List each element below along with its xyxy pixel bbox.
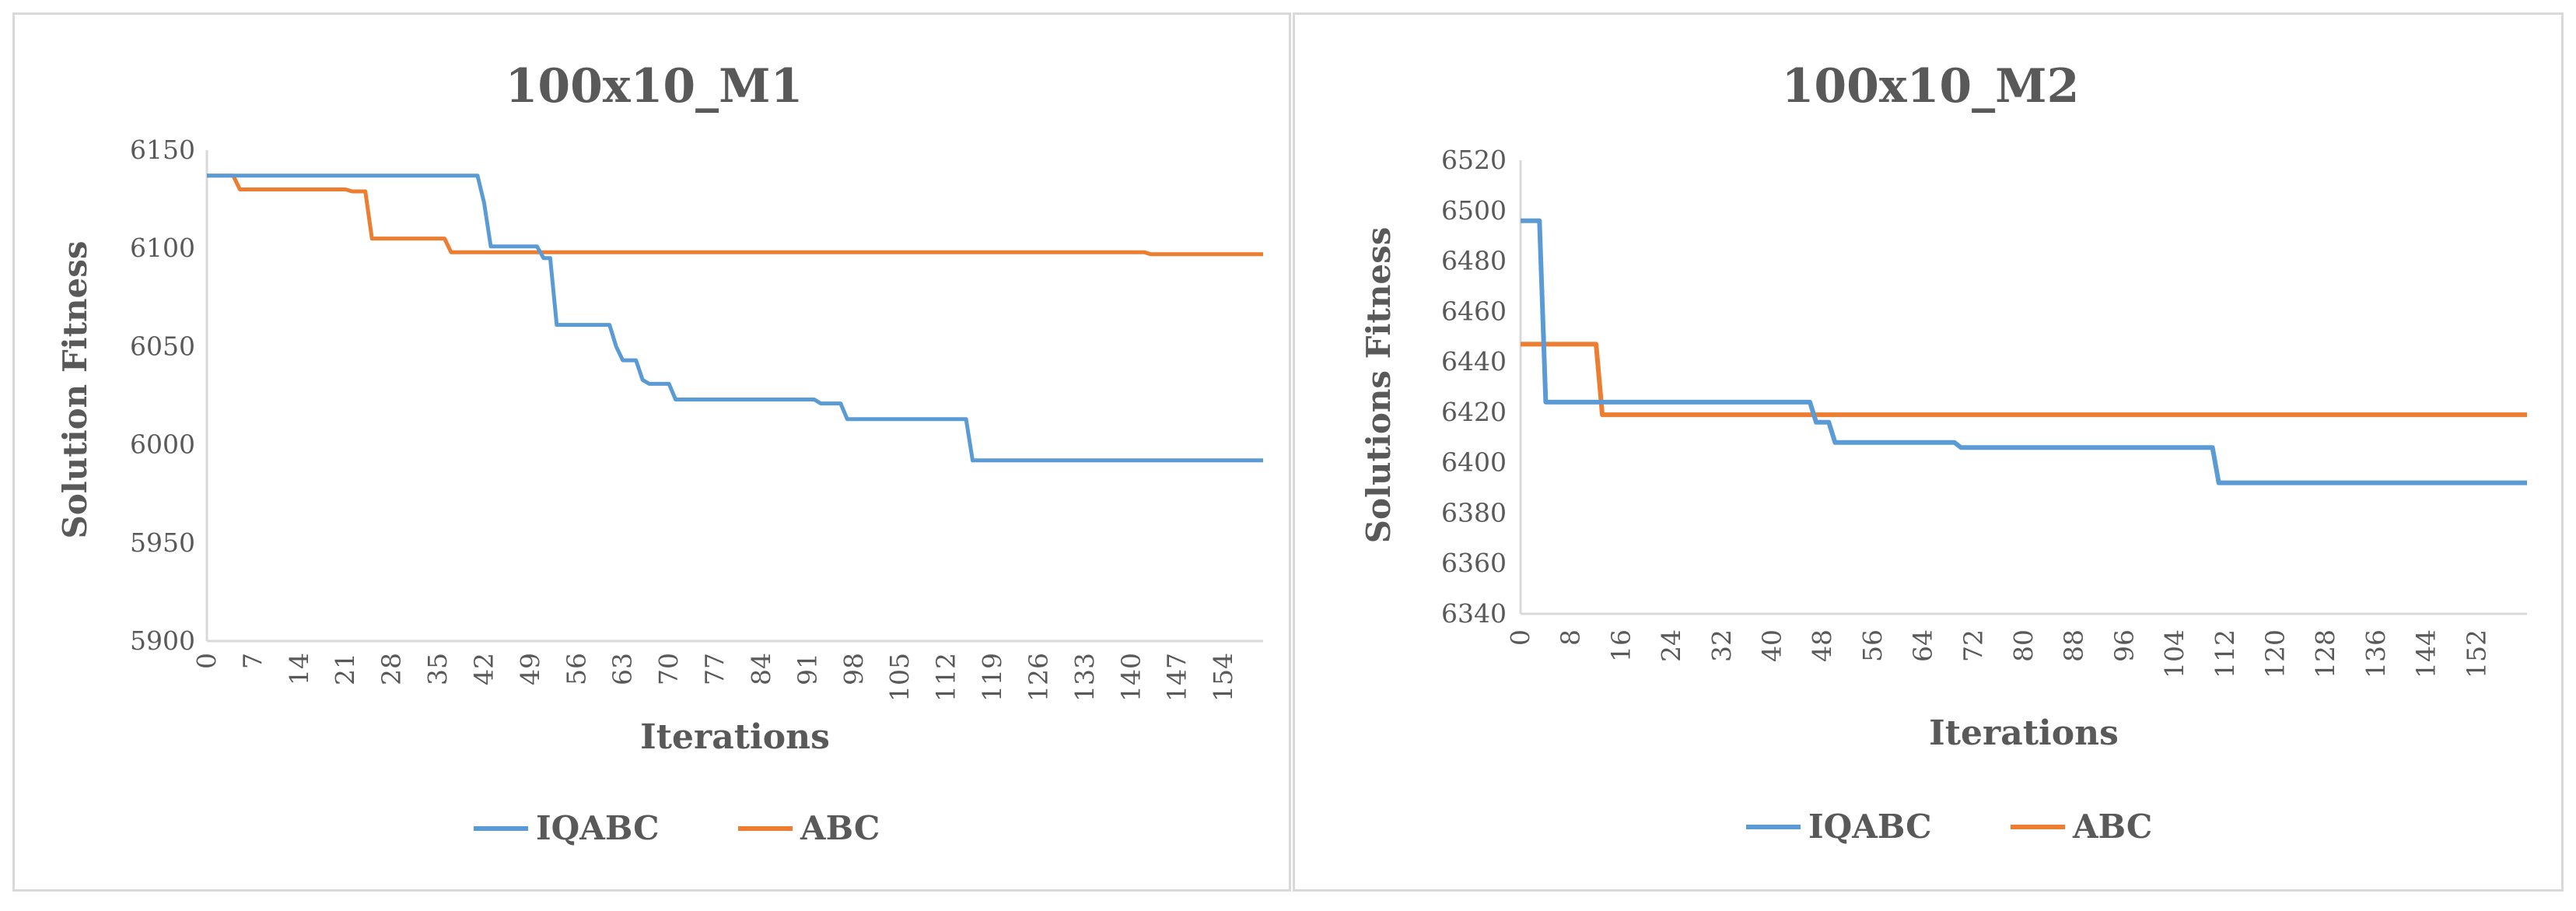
- x-tick-label: 120: [2260, 629, 2291, 678]
- y-tick-label: 6480: [1441, 246, 1507, 276]
- y-tick-label: 5950: [130, 527, 195, 558]
- x-tick-label: 80: [2008, 629, 2039, 662]
- x-tick-label: 91: [792, 653, 822, 685]
- chart-panel-right: 100x10_M2 6340 6360 6380 6400 6420 6440 6460 648…: [1293, 12, 2564, 892]
- y-axis-title: Solutions Fitness: [1360, 227, 1398, 544]
- series-line-abc: [1521, 342, 2527, 418]
- legend-label-abc: ABC: [800, 809, 880, 847]
- x-tick-label: 112: [2210, 629, 2240, 678]
- x-tick-label: 64: [1908, 629, 1938, 662]
- x-tick-label: 104: [2159, 629, 2189, 678]
- chart-right: 100x10_M26340636063806400642064406460648…: [1360, 59, 2527, 846]
- y-axis-title: Solution Fitness: [56, 240, 94, 538]
- x-tick-label: 56: [1857, 629, 1888, 662]
- y-tick-label: 6150: [130, 135, 195, 165]
- x-tick-label: 96: [2109, 629, 2139, 662]
- x-tick-label: 144: [2411, 629, 2441, 678]
- x-tick-label: 8: [1556, 629, 1586, 646]
- y-tick-label: 5900: [130, 625, 195, 656]
- legend-label-abc: ABC: [2072, 808, 2152, 846]
- x-tick-label: 152: [2461, 629, 2491, 678]
- x-tick-label: 21: [330, 653, 360, 685]
- chart-title: 100x10_M1: [506, 59, 803, 114]
- x-tick-label: 140: [1115, 653, 1146, 702]
- x-tick-label: 154: [1208, 653, 1238, 702]
- x-tick-label: 0: [1505, 629, 1535, 646]
- y-tick-label: 6500: [1441, 195, 1507, 226]
- y-tick-label: 6340: [1441, 598, 1507, 629]
- x-tick-label: 63: [607, 653, 638, 685]
- y-tick-label: 6050: [130, 331, 195, 361]
- legend-label-iqabc: IQABC: [1808, 808, 1932, 846]
- x-tick-label: 7: [237, 653, 268, 669]
- x-tick-label: 105: [884, 653, 915, 702]
- x-tick-label: 0: [191, 653, 222, 669]
- series-line-iqabc: [207, 173, 1263, 463]
- chart-title: 100x10_M2: [1782, 59, 2080, 114]
- y-tick-label: 6000: [130, 429, 195, 460]
- x-tick-label: 133: [1069, 653, 1100, 702]
- x-tick-label: 49: [515, 653, 545, 685]
- y-tick-label: 6400: [1441, 447, 1507, 478]
- x-tick-label: 32: [1706, 629, 1737, 662]
- x-tick-label: 112: [931, 653, 961, 702]
- y-tick-label: 6440: [1441, 346, 1507, 377]
- x-tick-label: 28: [376, 653, 407, 685]
- x-tick-label: 147: [1162, 653, 1192, 702]
- y-tick-label: 6380: [1441, 497, 1507, 527]
- x-tick-label: 48: [1807, 629, 1837, 662]
- x-tick-label: 40: [1757, 629, 1787, 662]
- x-tick-label: 70: [653, 653, 684, 685]
- x-tick-label: 72: [1958, 629, 1988, 662]
- series-line-iqabc: [1521, 218, 2527, 485]
- x-tick-label: 42: [468, 653, 499, 685]
- x-tick-label: 88: [2059, 629, 2089, 662]
- x-tick-label: 16: [1605, 629, 1636, 662]
- x-axis-title: Iterations: [1929, 713, 2119, 753]
- series-line-abc: [207, 173, 1263, 257]
- y-tick-label: 6520: [1441, 145, 1507, 175]
- y-tick-label: 6100: [130, 233, 195, 263]
- y-tick-label: 6460: [1441, 296, 1507, 326]
- x-axis-title: Iterations: [640, 717, 830, 757]
- x-tick-label: 84: [746, 653, 776, 685]
- x-tick-label: 126: [1023, 653, 1053, 702]
- x-tick-label: 98: [838, 653, 869, 685]
- y-tick-label: 6420: [1441, 397, 1507, 427]
- legend-label-iqabc: IQABC: [536, 809, 660, 847]
- y-tick-label: 6360: [1441, 548, 1507, 578]
- chart-panel-left: 100x10_M1 5900 5950 6000 6050 6100 6150 0 7 14 21 2…: [12, 12, 1291, 892]
- chart-left: 100x10_M1 5900 5950 6000 6050 6100 6150 0 7 14 21 2…: [56, 59, 1263, 847]
- x-tick-label: 119: [977, 653, 1007, 702]
- x-tick-label: 128: [2310, 629, 2340, 678]
- x-tick-label: 56: [561, 653, 591, 685]
- x-tick-label: 77: [700, 653, 730, 685]
- x-tick-label: 35: [422, 653, 453, 685]
- x-tick-label: 24: [1656, 629, 1686, 662]
- x-tick-label: 14: [284, 653, 314, 685]
- x-tick-label: 136: [2361, 629, 2391, 678]
